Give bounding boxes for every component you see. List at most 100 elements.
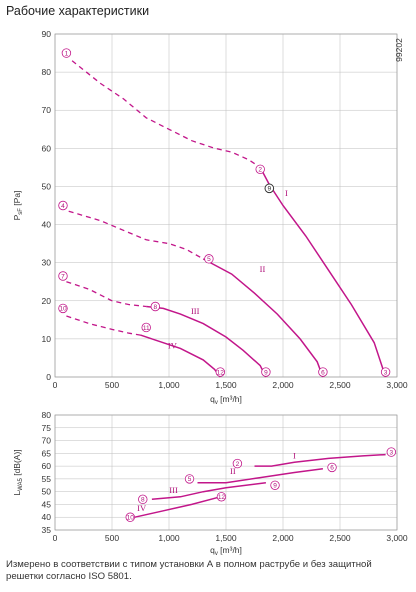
- point-marker: [318, 367, 328, 377]
- point-marker: [380, 367, 391, 377]
- y-tick-label: 80: [42, 410, 52, 420]
- series-line: [134, 496, 221, 518]
- point-marker-label: 9: [273, 483, 277, 490]
- y-tick-label: 40: [42, 512, 52, 522]
- point-marker: [61, 48, 72, 58]
- point-marker: [204, 254, 214, 264]
- series-label: II: [260, 264, 266, 274]
- series-label: I: [285, 188, 288, 198]
- point-marker: [232, 458, 243, 469]
- y-tick-label: 75: [42, 423, 52, 433]
- x-tick-label: 3,000: [386, 533, 408, 543]
- point-marker: [270, 480, 280, 490]
- x-tick-label: 0: [53, 380, 58, 390]
- operating-point-marker: [264, 183, 275, 194]
- point-marker-label: 2: [258, 167, 262, 174]
- y-tick-label: 80: [42, 67, 52, 77]
- x-tick-label: 2,000: [272, 380, 294, 390]
- point-marker-label: 8: [141, 497, 145, 504]
- x-tick-label: 1,500: [215, 533, 237, 543]
- y-tick-label: 70: [42, 436, 52, 446]
- series-line: [254, 453, 386, 467]
- y-axis-label: PsF [Pa]: [12, 191, 24, 221]
- point-marker: [255, 164, 265, 174]
- caption: Измерено в соответствии с типом установк…: [6, 559, 372, 582]
- x-tick-label: 3,000: [386, 380, 408, 390]
- x-tick-label: 1,000: [158, 380, 180, 390]
- series-label: III: [191, 306, 200, 316]
- y-tick-label: 40: [42, 220, 52, 230]
- y-tick-label: 10: [42, 334, 52, 344]
- x-tick-label: 2,000: [272, 533, 294, 543]
- y-tick-label: 20: [42, 296, 52, 306]
- point-marker-label: 3: [384, 369, 388, 376]
- point-marker: [216, 492, 227, 502]
- y-tick-label: 45: [42, 499, 52, 509]
- y-axis-label: LWA5 [dB(A)]: [12, 449, 24, 495]
- x-tick-label: 500: [105, 533, 119, 543]
- y-tick-label: 60: [42, 461, 52, 471]
- y-tick-label: 0: [46, 372, 51, 382]
- page-title: Рабочие характеристики: [6, 4, 150, 18]
- point-marker: [150, 301, 161, 312]
- point-marker: [58, 200, 68, 211]
- y-tick-label: 30: [42, 258, 52, 268]
- point-marker-label: 10: [59, 306, 67, 313]
- y-tick-label: 70: [42, 105, 52, 115]
- point-marker-label: 3: [389, 449, 393, 456]
- point-marker-label: 12: [218, 494, 226, 501]
- plot-frame: [54, 33, 398, 378]
- point-marker-label: 9: [268, 186, 272, 193]
- series-line-dashed: [68, 210, 204, 260]
- doc-code: 99202: [394, 38, 404, 62]
- x-tick-label: 2,500: [329, 380, 351, 390]
- point-marker-label: 5: [207, 256, 211, 263]
- point-marker: [386, 447, 397, 457]
- x-tick-label: 500: [105, 380, 119, 390]
- point-marker-label: 4: [61, 203, 65, 210]
- point-marker-label: 10: [127, 515, 135, 522]
- point-marker-label: 11: [143, 325, 150, 332]
- point-marker: [138, 494, 148, 505]
- point-marker-label: 7: [61, 273, 65, 280]
- y-tick-label: 35: [42, 525, 52, 535]
- y-tick-label: 50: [42, 487, 52, 497]
- point-marker: [184, 474, 195, 484]
- y-tick-label: 50: [42, 181, 52, 191]
- x-axis-label: qv [m³/h]: [210, 545, 242, 557]
- y-tick-label: 90: [42, 29, 52, 39]
- series-label: I: [293, 450, 296, 460]
- point-marker: [261, 367, 271, 377]
- point-marker: [327, 462, 337, 473]
- series-line: [140, 334, 221, 378]
- point-marker-label: 6: [321, 369, 325, 376]
- series-label: IV: [137, 503, 147, 513]
- x-tick-label: 1,000: [158, 533, 180, 543]
- series-label: II: [230, 466, 236, 476]
- point-marker-label: 1: [65, 50, 69, 57]
- x-tick-label: 0: [53, 533, 58, 543]
- series-label: III: [169, 485, 178, 495]
- pressure-chart: 0 10 20 30 40 50 60 70 80 90 0 500 1,000 1,500 2,000 2,…: [12, 29, 408, 406]
- plot-frame: [54, 414, 398, 531]
- y-tick-label: 60: [42, 143, 52, 153]
- series-line: [259, 167, 387, 378]
- point-marker: [215, 367, 226, 377]
- point-marker-label: 9: [264, 369, 268, 376]
- x-axis-label: qv [m³/h]: [210, 394, 242, 406]
- x-tick-label: 2,500: [329, 533, 351, 543]
- y-tick-label: 55: [42, 474, 52, 484]
- point-marker: [125, 512, 135, 522]
- series-line: [151, 481, 266, 501]
- point-marker: [141, 322, 151, 333]
- series-line-dashed: [66, 315, 141, 336]
- series-label: IV: [168, 340, 178, 350]
- series-line: [202, 258, 324, 378]
- point-marker-label: 8: [154, 304, 158, 311]
- point-marker-label: 6: [330, 465, 334, 472]
- x-tick-label: 1,500: [215, 380, 237, 390]
- point-marker-label: 2: [236, 461, 240, 468]
- point-marker-label: 5: [188, 476, 192, 483]
